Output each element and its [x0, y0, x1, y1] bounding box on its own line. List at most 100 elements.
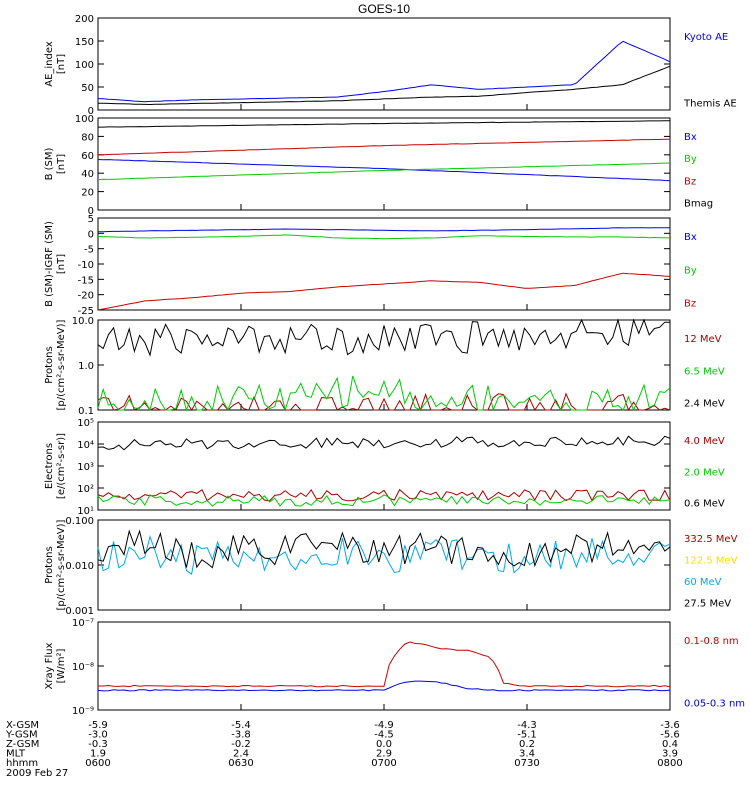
- footer-value: 3.9: [662, 749, 678, 760]
- y-axis-label: Protons: [44, 346, 55, 383]
- legend-entry: 2.4 MeV: [684, 399, 725, 410]
- y-tick-label: -20: [78, 291, 94, 302]
- footer-value: -0.3: [88, 739, 108, 750]
- y-tick-label: -25: [78, 306, 94, 317]
- series-line-kyoto-ae: [97, 40, 671, 103]
- footer-value: 0730: [514, 758, 539, 769]
- footer-value: 2.4: [233, 749, 249, 760]
- y-tick-label: 20: [81, 188, 94, 199]
- y-axis-label: B (SM): [44, 147, 55, 180]
- footer-value: 0.2: [519, 739, 535, 750]
- y-axis-label: [nT]: [56, 54, 67, 74]
- legend-entry: 332.5 MeV: [684, 534, 738, 545]
- y-tick-label: 10¹: [77, 506, 94, 517]
- series-line-4-0-mev: [97, 488, 671, 502]
- y-tick-label: 100: [75, 60, 94, 71]
- footer-value: -4.5: [374, 730, 394, 741]
- y-tick-label: 10⁻⁷: [72, 618, 94, 629]
- footer-value: -5.6: [660, 730, 680, 741]
- y-tick-label: 100: [75, 114, 94, 125]
- y-axis-label: [p/(cm²-s-sr-MeV)]: [56, 319, 67, 410]
- legend-entry: Bz: [684, 176, 696, 187]
- y-tick-label: 0.100: [65, 516, 94, 527]
- footer-row-label: hhmm: [6, 758, 38, 769]
- y-tick-label: 200: [75, 14, 94, 25]
- footer-date: 2009 Feb 27: [6, 768, 68, 779]
- y-tick-label: 5: [88, 214, 94, 225]
- series-line-bx: [97, 159, 671, 182]
- legend-entry: By: [684, 154, 697, 165]
- series-line-bx: [97, 227, 671, 233]
- legend-entry: 4.0 MeV: [684, 436, 725, 447]
- y-axis-label: [W/m²]: [56, 648, 67, 683]
- series-line-60-mev: [97, 534, 671, 575]
- legend-entry: 27.5 MeV: [684, 599, 731, 610]
- y-axis-label: Xray Flux: [44, 642, 55, 689]
- y-tick-label: 0: [88, 206, 94, 217]
- legend-entry: Kyoto AE: [684, 32, 728, 43]
- series-line-themis-ae: [98, 65, 671, 106]
- series-line-0-05-0-3-nm: [97, 680, 671, 692]
- legend-entry: 0.6 MeV: [684, 499, 725, 510]
- footer-value: -5.9: [88, 720, 108, 731]
- footer-value: 0800: [657, 758, 682, 769]
- footer-value: -3.8: [231, 730, 251, 741]
- y-tick-label: -10: [78, 260, 94, 271]
- legend-entry: Bmag: [684, 199, 713, 210]
- y-tick-label: 50: [81, 83, 94, 94]
- footer-value: 0700: [371, 758, 396, 769]
- footer-value: 2.9: [376, 749, 392, 760]
- footer-value: 0600: [85, 758, 110, 769]
- footer-row-label: Z-GSM: [6, 739, 39, 750]
- y-axis-label: [e/(cm²-s-sr)]: [56, 433, 67, 499]
- y-axis-label: [p/(cm²-s-sr-MeV)]: [56, 519, 67, 610]
- series-line-bz: [97, 272, 671, 311]
- y-tick-label: 1.0: [78, 361, 94, 372]
- y-tick-label: 10²: [77, 484, 94, 495]
- y-axis-label: AE_index: [44, 41, 55, 87]
- series-line-0-6-mev: [97, 435, 671, 451]
- legend-entry: Bz: [684, 299, 696, 310]
- legend-entry: 60 MeV: [684, 577, 722, 588]
- footer-value: 1.9: [90, 749, 106, 760]
- y-tick-label: 0: [88, 106, 94, 117]
- legend-entry: Themis AE: [683, 99, 737, 110]
- y-axis-label: [nT]: [56, 254, 67, 274]
- y-tick-label: 0.1: [78, 406, 94, 417]
- y-tick-label: 40: [81, 169, 94, 180]
- y-tick-label: 60: [81, 151, 94, 162]
- footer-value: -3.0: [88, 730, 108, 741]
- y-tick-label: -15: [78, 275, 94, 286]
- series-line-27-5-mev: [97, 529, 671, 569]
- panel-frame-3: [97, 217, 671, 311]
- panel-frame-6: [97, 519, 671, 611]
- legend-entry: Bx: [684, 232, 697, 243]
- panel-frame-1: [97, 17, 671, 111]
- footer-value: -5.1: [517, 730, 537, 741]
- series-line-2-0-mev: [97, 494, 671, 507]
- footer-row-label: X-GSM: [6, 720, 39, 731]
- y-tick-label: 10³: [77, 462, 94, 473]
- panel-frame-5: [97, 421, 671, 511]
- y-tick-label: 150: [75, 37, 94, 48]
- legend-entry: 0.1-0.8 nm: [684, 636, 739, 647]
- legend-entry: Bx: [684, 132, 697, 143]
- y-tick-label: 80: [81, 132, 94, 143]
- y-tick-label: 10⁻⁸: [72, 662, 94, 673]
- legend-entry: By: [684, 265, 697, 276]
- footer-value: 0630: [228, 758, 253, 769]
- y-axis-label: [nT]: [56, 154, 67, 174]
- y-tick-label: 10⁵: [77, 418, 94, 429]
- series-line-6-5-mev: [97, 375, 671, 412]
- legend-entry: 122.5 MeV: [684, 556, 738, 567]
- legend-entry: 12 MeV: [684, 334, 722, 345]
- panel-frame-2: [97, 117, 671, 211]
- footer-value: -0.2: [231, 739, 251, 750]
- series-line-by: [97, 234, 671, 240]
- series-line-0-1-0-8-nm: [98, 641, 671, 688]
- y-tick-label: 10⁻⁹: [72, 706, 94, 717]
- footer-value: -4.9: [374, 720, 394, 731]
- series-line-2-4-mev: [97, 318, 670, 357]
- chart-title: GOES-10: [357, 2, 411, 16]
